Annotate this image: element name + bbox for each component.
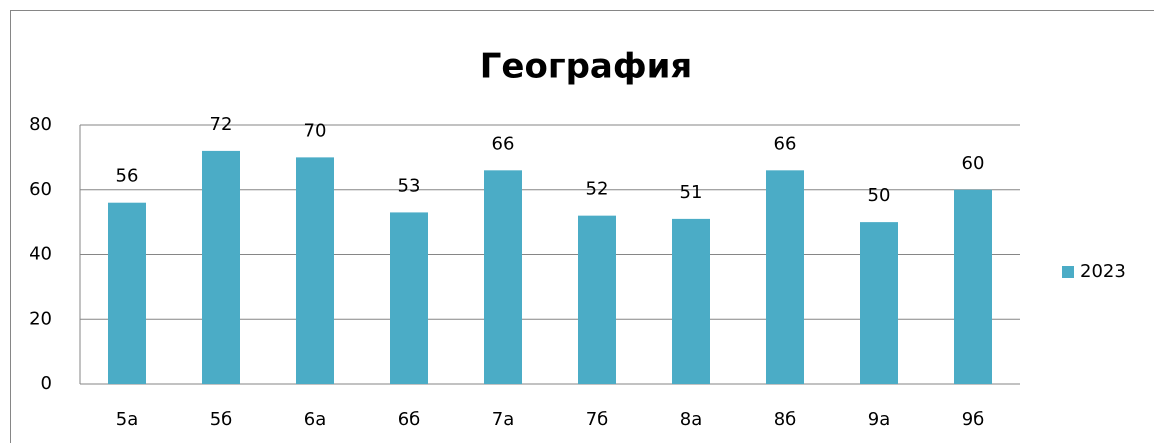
data-label: 56 (116, 166, 139, 187)
data-label: 72 (210, 114, 233, 135)
x-tick-label: 9б (962, 409, 985, 430)
bar (296, 157, 334, 384)
y-tick-label: 80 (29, 114, 52, 135)
x-tick-label: 7а (492, 409, 514, 430)
y-tick-label: 40 (29, 244, 52, 265)
x-tick-label: 5б (210, 409, 233, 430)
legend-swatch (1062, 266, 1074, 278)
x-tick-label: 7б (586, 409, 609, 430)
y-tick-label: 60 (29, 179, 52, 200)
bar (578, 215, 616, 384)
data-label: 50 (868, 185, 891, 206)
data-label: 60 (962, 153, 985, 174)
x-tick-label: 8а (680, 409, 702, 430)
bar (860, 222, 898, 384)
data-label: 53 (398, 175, 421, 196)
legend-label: 2023 (1080, 261, 1126, 282)
y-tick-label: 0 (41, 373, 52, 394)
y-tick-label: 20 (29, 308, 52, 329)
bar (484, 170, 522, 384)
data-label: 66 (492, 133, 515, 154)
bar (390, 212, 428, 384)
data-label: 70 (304, 120, 327, 141)
data-label: 51 (680, 182, 703, 203)
x-tick-label: 8б (774, 409, 797, 430)
x-tick-label: 5а (116, 409, 138, 430)
x-tick-label: 6а (304, 409, 326, 430)
bar (672, 218, 710, 384)
bar (954, 189, 992, 384)
data-label: 52 (586, 179, 609, 200)
bar (766, 170, 804, 384)
bar (202, 150, 240, 384)
chart-title: География (480, 47, 693, 87)
bar (108, 202, 146, 384)
data-label: 66 (774, 133, 797, 154)
x-tick-label: 6б (398, 409, 421, 430)
x-tick-label: 9а (868, 409, 890, 430)
